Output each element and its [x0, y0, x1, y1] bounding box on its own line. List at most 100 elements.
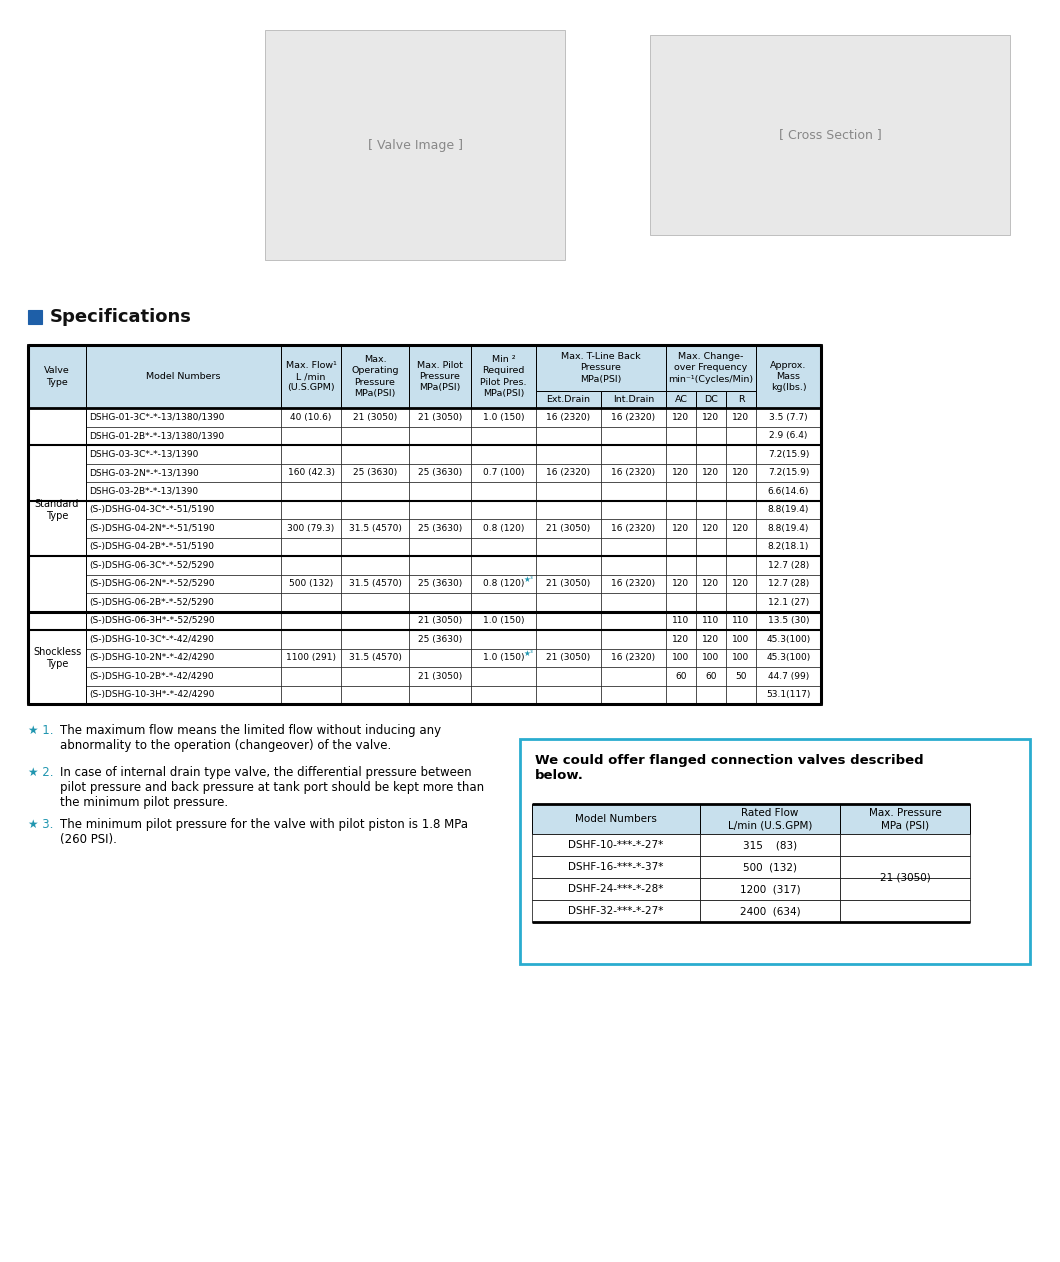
Text: 45.3(100): 45.3(100) [766, 635, 811, 644]
Text: 45.3(100): 45.3(100) [766, 654, 811, 663]
Bar [756, 519, 822, 538]
Bar [666, 482, 696, 501]
Text: 21 (3050): 21 (3050) [546, 579, 590, 588]
Bar [341, 668, 409, 685]
Text: 100: 100 [672, 654, 690, 663]
Bar [409, 574, 471, 593]
Bar [696, 649, 726, 668]
Bar [341, 427, 409, 445]
Bar [840, 900, 970, 923]
Text: 0.7 (100): 0.7 (100) [482, 468, 525, 477]
Text: Max. Pressure
MPa (PSI): Max. Pressure MPa (PSI) [868, 808, 941, 830]
Bar [601, 501, 666, 519]
Bar [726, 668, 756, 685]
Text: 120: 120 [672, 524, 690, 533]
Bar [281, 685, 341, 704]
Bar [341, 593, 409, 612]
Bar [409, 668, 471, 685]
Text: DSHF-16-***-*-37*: DSHF-16-***-*-37* [568, 862, 664, 872]
Text: 25 (3630): 25 (3630) [418, 524, 462, 533]
Bar [726, 482, 756, 501]
Bar [532, 856, 700, 878]
Text: 25 (3630): 25 (3630) [353, 468, 398, 477]
Bar [532, 804, 700, 834]
Bar [341, 501, 409, 519]
Text: ★ 2.: ★ 2. [28, 766, 53, 779]
Bar [265, 30, 565, 260]
Bar [696, 668, 726, 685]
Bar [666, 612, 696, 630]
Bar [700, 878, 840, 900]
Bar [666, 427, 696, 445]
Text: 120: 120 [703, 635, 720, 644]
Text: 120: 120 [703, 413, 720, 422]
Text: 16 (2320): 16 (2320) [547, 413, 590, 422]
Bar [726, 427, 756, 445]
Bar [281, 630, 341, 649]
Bar [341, 408, 409, 427]
Text: 160 (42.3): 160 (42.3) [287, 468, 335, 477]
Bar [666, 630, 696, 649]
Bar [756, 345, 822, 408]
Text: DSHF-32-***-*-27*: DSHF-32-***-*-27* [568, 906, 664, 916]
Bar [536, 574, 601, 593]
Text: 100: 100 [732, 654, 749, 663]
Bar [700, 834, 840, 856]
Bar [536, 519, 601, 538]
Text: 500  (132): 500 (132) [743, 862, 797, 872]
Text: Rated Flow
L/min (U.S.GPM): Rated Flow L/min (U.S.GPM) [728, 808, 812, 830]
Bar [666, 445, 696, 463]
Bar [756, 408, 822, 427]
Bar [666, 519, 696, 538]
Bar [341, 649, 409, 668]
Text: 16 (2320): 16 (2320) [612, 579, 655, 588]
Bar [726, 685, 756, 704]
Bar [840, 804, 970, 834]
Text: (S-)DSHG-06-3H*-*-52/5290: (S-)DSHG-06-3H*-*-52/5290 [89, 616, 214, 625]
Bar [601, 593, 666, 612]
Bar [86, 519, 281, 538]
Bar [471, 593, 536, 612]
Text: (S-)DSHG-10-3C*-*-42/4290: (S-)DSHG-10-3C*-*-42/4290 [89, 635, 214, 644]
Bar [756, 593, 822, 612]
Text: 7.2(15.9): 7.2(15.9) [767, 449, 809, 459]
Bar [281, 408, 341, 427]
Bar [666, 538, 696, 557]
Bar [471, 685, 536, 704]
Bar [86, 557, 281, 574]
Bar [409, 519, 471, 538]
Text: 31.5 (4570): 31.5 (4570) [349, 579, 402, 588]
Bar [726, 408, 756, 427]
Text: 21 (3050): 21 (3050) [546, 524, 590, 533]
Text: 120: 120 [672, 468, 690, 477]
Text: 21 (3050): 21 (3050) [418, 616, 462, 625]
Bar [471, 445, 536, 463]
Bar [409, 612, 471, 630]
Bar [756, 482, 822, 501]
Text: 120: 120 [672, 635, 690, 644]
Text: 7.2(15.9): 7.2(15.9) [767, 468, 809, 477]
Bar [700, 900, 840, 923]
Bar [86, 482, 281, 501]
Bar [471, 501, 536, 519]
Bar [696, 519, 726, 538]
Bar [700, 856, 840, 878]
Bar [86, 685, 281, 704]
Text: (S-)DSHG-04-2N*-*-51/5190: (S-)DSHG-04-2N*-*-51/5190 [89, 524, 214, 533]
Bar [409, 630, 471, 649]
Bar [756, 574, 822, 593]
Bar [666, 685, 696, 704]
Bar [601, 408, 666, 427]
Text: 120: 120 [732, 413, 749, 422]
Text: 8.2(18.1): 8.2(18.1) [767, 543, 809, 551]
Bar [726, 391, 756, 408]
Bar [86, 463, 281, 482]
Bar [726, 501, 756, 519]
Text: 25 (3630): 25 (3630) [418, 579, 462, 588]
Text: 120: 120 [672, 413, 690, 422]
Text: 120: 120 [703, 524, 720, 533]
Text: 3.5 (7.7): 3.5 (7.7) [770, 413, 808, 422]
Bar [86, 630, 281, 649]
Bar [601, 519, 666, 538]
Bar [281, 482, 341, 501]
